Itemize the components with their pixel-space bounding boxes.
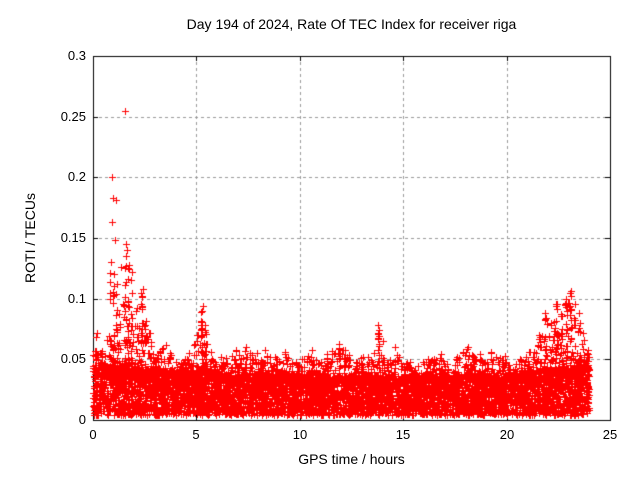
x-axis-label: GPS time / hours bbox=[298, 451, 405, 467]
x-tick-label: 15 bbox=[395, 427, 411, 442]
y-tick-label: 0 bbox=[78, 412, 86, 427]
x-tick-label: 10 bbox=[292, 427, 308, 442]
y-tick-label: 0.25 bbox=[60, 109, 86, 124]
y-tick-label: 0.05 bbox=[60, 351, 86, 366]
x-tick-label: 5 bbox=[192, 427, 200, 442]
chart-title: Day 194 of 2024, Rate Of TEC Index for r… bbox=[186, 16, 517, 32]
x-tick-label: 0 bbox=[89, 427, 97, 442]
y-tick-label: 0.2 bbox=[67, 169, 86, 184]
y-tick-label: 0.1 bbox=[67, 291, 86, 306]
y-tick-label: 0.15 bbox=[60, 230, 86, 245]
x-tick-label: 25 bbox=[602, 427, 618, 442]
y-tick-label: 0.3 bbox=[67, 48, 86, 63]
x-tick-label: 20 bbox=[499, 427, 515, 442]
